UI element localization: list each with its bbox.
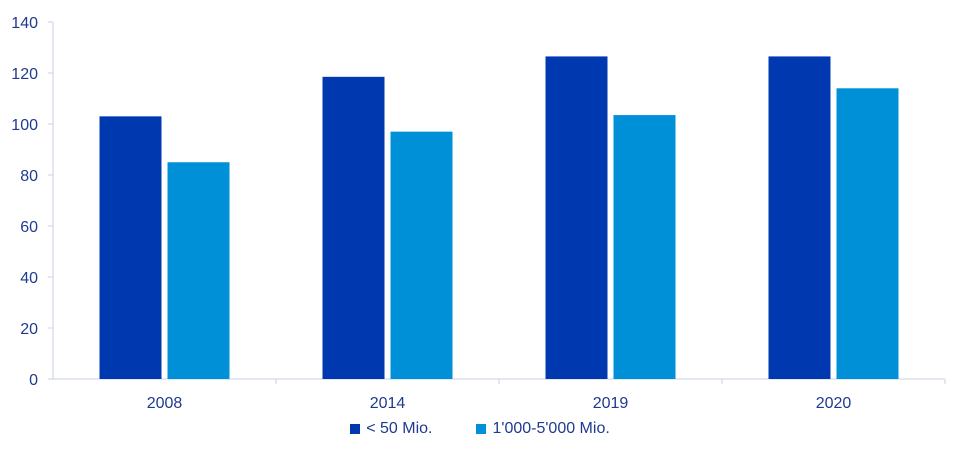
y-tick-label: 20	[20, 321, 38, 338]
bar-2019-series-2	[613, 115, 676, 379]
legend: < 50 Mio. 1'000-5'000 Mio.	[0, 420, 960, 438]
y-tick-label: 80	[20, 168, 38, 185]
bar-2008-series-1	[99, 116, 162, 379]
legend-swatch-series-2	[476, 424, 487, 434]
x-tick-label: 2019	[593, 395, 629, 412]
bar-2014-series-1	[322, 76, 385, 379]
x-tick-label: 2020	[816, 395, 852, 412]
bar-2008-series-2	[167, 162, 230, 379]
y-tick-label: 100	[11, 117, 38, 134]
y-tick-label: 120	[11, 66, 38, 83]
y-tick-label: 0	[29, 372, 38, 389]
legend-label-series-2: 1'000-5'000 Mio.	[492, 420, 610, 437]
bar-2020-series-1	[768, 56, 831, 380]
y-tick-label: 140	[11, 15, 38, 32]
bar-2014-series-2	[390, 131, 453, 379]
x-tick-label: 2014	[370, 395, 406, 412]
y-tick-label: 40	[20, 270, 38, 287]
x-tick-label: 2008	[147, 395, 183, 412]
legend-item-series-2: 1'000-5'000 Mio.	[476, 420, 610, 438]
bar-2019-series-1	[545, 56, 608, 380]
legend-item-series-1: < 50 Mio.	[350, 420, 432, 438]
legend-swatch-series-1	[350, 424, 361, 434]
bar-2020-series-2	[836, 88, 899, 380]
legend-label-series-1: < 50 Mio.	[366, 420, 433, 437]
y-tick-label: 60	[20, 219, 38, 236]
